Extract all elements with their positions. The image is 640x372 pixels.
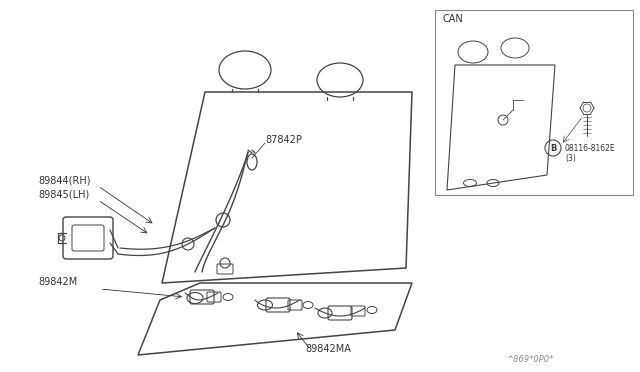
Text: 87842P: 87842P — [265, 135, 302, 145]
Text: 08116-8162E: 08116-8162E — [565, 144, 616, 153]
Text: ^869*0P0*: ^869*0P0* — [506, 355, 554, 364]
Text: 89842MA: 89842MA — [305, 344, 351, 354]
Text: 89845(LH): 89845(LH) — [38, 189, 89, 199]
Bar — [435, 10, 633, 195]
Text: 89844(RH): 89844(RH) — [38, 175, 90, 185]
Text: B: B — [550, 144, 556, 153]
Text: 89842M: 89842M — [38, 277, 77, 287]
Text: (3): (3) — [565, 154, 576, 163]
Text: CAN: CAN — [443, 14, 464, 24]
